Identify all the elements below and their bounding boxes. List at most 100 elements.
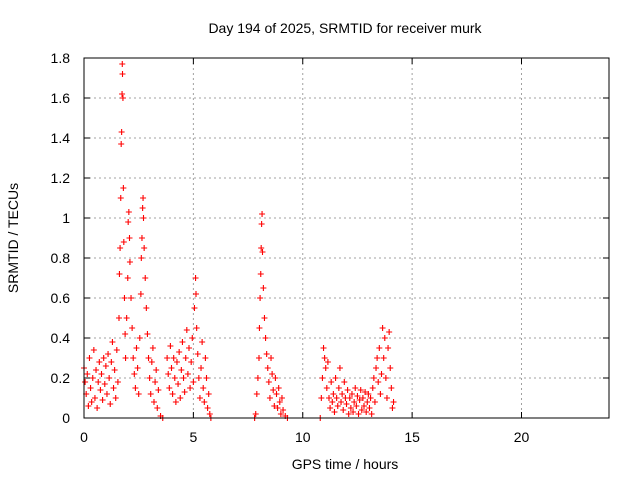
data-point [84,371,91,377]
data-point [138,255,145,261]
data-point [181,389,188,395]
data-point [126,259,133,265]
data-point [259,249,266,255]
data-point [126,235,133,241]
data-point [139,205,146,211]
data-point [105,351,112,357]
plot-frame [83,57,610,419]
data-point [365,391,372,397]
data-point [140,215,147,221]
data-point [120,239,127,245]
y-axis-label: SRMTID / TECUs [5,183,21,293]
data-point [137,291,144,297]
data-point [90,347,97,353]
data-point [387,365,394,371]
data-point [329,399,336,405]
data-point [327,405,334,411]
x-tick-labels: 0 5 10 15 20 [80,429,529,445]
data-point [346,395,353,401]
y-tick-label: 0.8 [51,250,71,266]
data-point [389,405,396,411]
data-point [379,325,386,331]
data-point [352,385,359,391]
data-point [111,367,118,373]
data-point [135,391,142,397]
data-point [82,379,89,385]
data-point [336,365,343,371]
data-point [123,315,130,321]
data-point [385,345,392,351]
data-point [341,379,348,385]
data-point [348,391,355,397]
data-point [121,295,128,301]
data-point [188,359,195,365]
data-point [388,385,395,391]
x-tick-label: 20 [514,429,530,445]
data-point [91,395,98,401]
data-point [155,387,162,393]
data-point [380,355,387,361]
data-point [125,209,132,215]
data-point [366,405,373,411]
data-point [258,221,265,227]
data-point [171,375,178,381]
data-point [257,295,264,301]
data-point [144,331,151,337]
data-point [273,391,280,397]
data-point [108,359,115,365]
data-point [140,195,147,201]
data-point [370,375,377,381]
data-point [361,403,367,409]
data-point [119,61,126,67]
data-point [143,305,150,311]
x-tick-label: 10 [295,429,311,445]
data-point [116,315,122,321]
data-point [142,275,149,281]
data-point [106,375,113,381]
data-point [165,371,172,377]
data-point [338,399,345,405]
y-tick-label: 0.4 [51,330,71,346]
data-point [194,351,201,357]
x-tick-label: 15 [404,429,420,445]
y-tick-label: 1.8 [51,50,71,66]
data-point [252,411,259,417]
data-point [374,355,381,361]
data-point [89,375,96,381]
grid-lines [84,58,609,418]
data-point [377,391,384,397]
data-point [180,375,187,381]
data-point [179,339,186,345]
data-point [268,355,275,361]
data-point [334,403,341,409]
data-point [145,355,152,361]
data-point [272,375,279,381]
data-point [340,407,347,413]
data-point [278,395,285,401]
data-point [117,245,124,251]
data-point [332,375,339,381]
data-point [109,339,116,345]
data-point [107,401,114,407]
data-point [344,387,351,393]
data-point [189,335,196,341]
data-point [125,219,132,225]
data-point [146,375,153,381]
data-point [383,395,390,401]
y-tick-label: 0.2 [51,370,71,386]
data-point [362,389,369,395]
data-point [182,355,189,361]
data-point [350,409,357,415]
data-point [120,185,127,191]
data-point [265,379,272,385]
x-tick-label: 0 [80,429,88,445]
data-point [256,325,263,331]
data-point [357,387,364,393]
data-point [258,245,265,251]
data-point [94,405,101,411]
y-tick-label: 1.4 [51,130,71,146]
data-point [358,407,365,413]
data-point [205,391,212,397]
data-point [118,141,125,147]
data-point [280,407,287,413]
